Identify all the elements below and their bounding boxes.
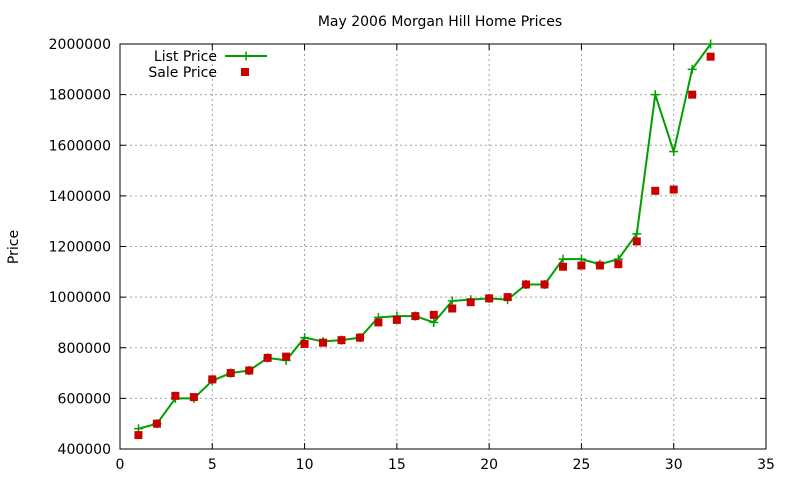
legend-marker-list-price — [241, 51, 251, 61]
y-axis-label: Price — [6, 230, 22, 264]
sale-price-point — [355, 333, 364, 342]
y-tick-label: 800000 — [58, 341, 111, 357]
sale-price-point — [540, 280, 549, 289]
y-tick-label: 1200000 — [49, 240, 111, 256]
sale-price-point — [374, 318, 383, 327]
sale-price-point — [282, 352, 291, 361]
x-tick-label: 30 — [665, 457, 683, 473]
legend-label-sale-price: Sale Price — [148, 65, 217, 81]
sale-price-point — [688, 90, 697, 99]
list-price-point — [632, 229, 642, 239]
x-tick-label: 5 — [208, 457, 217, 473]
list-price-point — [687, 64, 697, 74]
ticks: 0 5 10 15 20 25 30 35 400000 600000 800000 1000000 1… — [49, 37, 775, 473]
sale-price-point — [485, 294, 494, 303]
chart-title: May 2006 Morgan Hill Home Prices — [318, 14, 562, 30]
sale-price-point — [245, 366, 254, 375]
sale-price-point — [208, 375, 217, 384]
sale-price-point — [134, 431, 143, 440]
y-tick-label: 1000000 — [49, 290, 111, 306]
sale-price-point — [558, 262, 567, 271]
y-tick-label: 1400000 — [49, 189, 111, 205]
sale-price-point — [263, 353, 272, 362]
y-tick-label: 1600000 — [49, 138, 111, 154]
list-price-point — [558, 254, 568, 264]
sale-price-point — [595, 261, 604, 270]
y-tick-label: 2000000 — [49, 37, 111, 53]
list-price-point — [650, 90, 660, 100]
sale-price-point — [651, 186, 660, 195]
sale-price-point — [319, 338, 328, 347]
legend-marker-sale-price — [241, 68, 249, 76]
x-tick-label: 0 — [116, 457, 125, 473]
sale-price-point — [189, 393, 198, 402]
sale-price-point — [337, 336, 346, 345]
sale-price-point — [503, 293, 512, 302]
x-tick-label: 35 — [757, 457, 775, 473]
sale-price-point — [152, 419, 161, 428]
sale-price-point — [577, 261, 586, 270]
sale-price-point — [448, 304, 457, 313]
sale-price-point — [614, 260, 623, 269]
y-tick-label: 1800000 — [49, 88, 111, 104]
list-price-point — [429, 317, 439, 327]
sale-price-point — [522, 280, 531, 289]
sale-price-point — [706, 52, 715, 61]
sale-price-point — [466, 298, 475, 307]
x-tick-label: 20 — [480, 457, 498, 473]
legend-label-list-price: List Price — [154, 49, 217, 65]
plot-area — [133, 39, 716, 440]
y-tick-label: 600000 — [58, 391, 111, 407]
x-tick-label: 15 — [388, 457, 406, 473]
sale-price-point — [392, 315, 401, 324]
sale-price-point — [669, 185, 678, 194]
legend: List Price Sale Price — [148, 49, 267, 81]
list-price-point — [447, 296, 457, 306]
sale-price-point — [632, 237, 641, 246]
x-tick-label: 10 — [296, 457, 314, 473]
sale-price-point — [411, 312, 420, 321]
list-price-point — [706, 39, 716, 49]
sale-price-point — [226, 369, 235, 378]
sale-price-point — [300, 339, 309, 348]
list-price-point — [669, 147, 679, 157]
x-tick-label: 25 — [573, 457, 591, 473]
sale-price-point — [171, 391, 180, 400]
y-tick-label: 400000 — [58, 442, 111, 458]
sale-price-point — [429, 310, 438, 319]
